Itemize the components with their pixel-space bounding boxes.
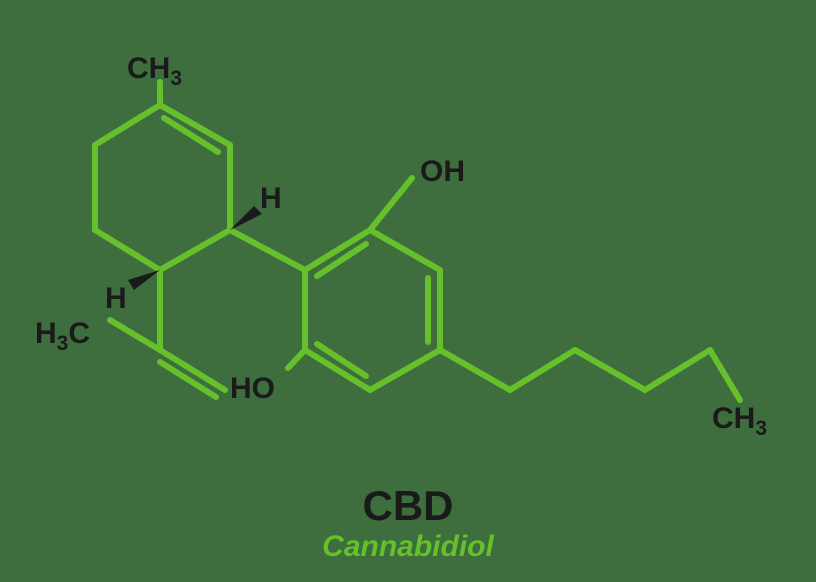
bond-ring1-bottom-left: [95, 230, 160, 270]
title-full: Cannabidiol: [0, 530, 816, 564]
bond-ho-bot-bond: [288, 350, 305, 368]
bond-oh-top-bond: [370, 178, 412, 230]
bond-pentyl3: [575, 350, 645, 390]
bond-biphenyl: [230, 230, 305, 270]
atom-label-oh-top: OH: [420, 155, 465, 189]
bond-pentyl1: [440, 350, 510, 390]
bond-ring2-bottom-right: [370, 350, 440, 390]
atom-label-ch3-top: CH3: [127, 52, 182, 91]
atom-label-h-lower: H: [105, 282, 127, 316]
wedge-wedge-h-lower: [128, 270, 160, 290]
bond-ring1-bottom-right: [160, 230, 230, 270]
bond-isoprop-left: [110, 320, 160, 350]
atom-label-ch3-right: CH3: [712, 402, 767, 441]
atom-label-h-upper: H: [260, 182, 282, 216]
title-abbrev: CBD: [0, 482, 816, 530]
bond-pentyl4: [645, 350, 710, 390]
bond-ring1-top-left: [95, 105, 160, 145]
bond-pentyl5: [710, 350, 740, 400]
bond-ring2-top-right: [370, 230, 440, 270]
wedge-wedge-h-upper: [230, 206, 262, 230]
atom-label-h3c-left: H3C: [35, 317, 90, 356]
bond-pentyl2: [510, 350, 575, 390]
atom-label-ho-bottom: HO: [230, 372, 275, 406]
